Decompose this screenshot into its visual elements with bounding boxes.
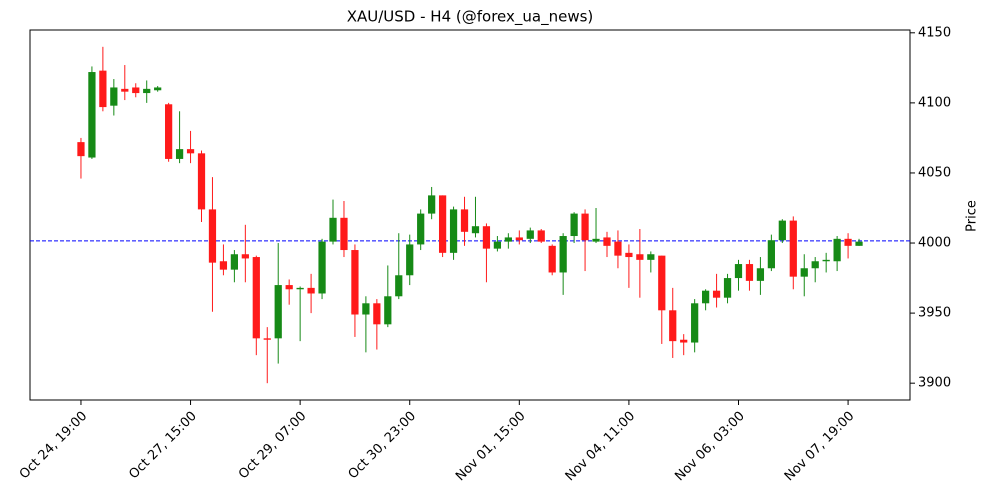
- candle-body: [647, 254, 655, 260]
- candle-body: [756, 268, 765, 281]
- candle-body: [241, 254, 249, 259]
- candle-body: [77, 142, 85, 157]
- candle-body: [362, 303, 370, 315]
- candle-body: [570, 213, 578, 237]
- candle-body: [833, 238, 841, 262]
- candle-body: [811, 261, 819, 269]
- candle-body: [318, 241, 326, 294]
- candle-body: [800, 268, 808, 277]
- candle-body: [154, 87, 162, 91]
- candle-body: [603, 237, 611, 246]
- candle-body: [175, 149, 184, 159]
- candle-body: [548, 245, 556, 273]
- candle-body: [99, 70, 107, 108]
- candle-body: [723, 278, 732, 298]
- candle-body: [493, 241, 502, 249]
- candle-body: [438, 195, 447, 253]
- y-tick-label: 4100: [918, 95, 951, 110]
- candle-body: [691, 303, 699, 343]
- y-tick-label: 4050: [918, 165, 951, 180]
- candle-body: [712, 290, 721, 298]
- candle-body: [329, 217, 337, 242]
- candle-body: [515, 237, 523, 241]
- candle-body: [340, 217, 348, 251]
- x-tick-label: Oct 27, 15:00: [126, 409, 199, 482]
- candle-body: [121, 88, 129, 92]
- candle-body: [143, 88, 151, 94]
- candle-body: [395, 275, 403, 297]
- candle-body: [482, 226, 491, 249]
- y-tick-label: 4000: [918, 236, 951, 251]
- candle-body: [428, 195, 436, 214]
- candle-body: [592, 238, 600, 242]
- candle-body: [789, 220, 797, 277]
- candle-body: [658, 255, 666, 311]
- candle-body: [263, 338, 271, 340]
- y-tick-label: 4150: [918, 25, 951, 40]
- candle-body: [230, 254, 238, 270]
- candle-body: [406, 244, 414, 276]
- candle-body: [767, 240, 775, 269]
- candle-body: [88, 72, 96, 158]
- candle-body: [384, 296, 392, 325]
- candle-body: [186, 149, 195, 154]
- candle-body: [702, 290, 710, 304]
- candle-body: [373, 303, 381, 325]
- candle-body: [745, 264, 754, 281]
- candle-body: [132, 87, 140, 94]
- candle-body: [471, 226, 480, 234]
- y-tick-label: 3900: [918, 376, 951, 391]
- candle-body: [636, 254, 644, 260]
- candle-body: [778, 220, 786, 241]
- candle-body: [460, 209, 469, 232]
- candle-body: [559, 236, 567, 273]
- candle-body: [614, 241, 622, 256]
- y-axis-label: Price: [965, 200, 980, 232]
- candle-body: [351, 250, 359, 315]
- candle-body: [734, 264, 743, 279]
- x-tick-label: Oct 29, 07:00: [236, 409, 309, 482]
- x-tick-label: Oct 30, 23:00: [346, 409, 419, 482]
- candle-body: [526, 230, 534, 239]
- candle-body: [537, 230, 545, 242]
- candle-body: [208, 209, 217, 263]
- y-tick-label: 3950: [918, 306, 951, 321]
- x-tick-label: Oct 24, 19:00: [17, 409, 90, 482]
- candle-body: [822, 259, 830, 262]
- candle-body: [165, 104, 173, 159]
- candle-body: [110, 87, 118, 106]
- candle-body: [625, 252, 633, 258]
- candle-body: [285, 285, 293, 290]
- candle-body: [307, 287, 315, 294]
- candle-body: [219, 261, 228, 270]
- x-tick-label: Nov 06, 03:00: [672, 409, 748, 485]
- chart-title: XAU/USD - H4 (@forex_ua_news): [347, 8, 594, 27]
- x-tick-label: Nov 04, 11:00: [563, 409, 639, 485]
- candle-body: [581, 213, 589, 241]
- candle-body: [669, 310, 677, 342]
- candle-body: [449, 209, 458, 253]
- candle-body: [274, 285, 282, 339]
- plot-frame: [29, 29, 911, 401]
- candle-body: [296, 287, 304, 290]
- candle-body: [252, 257, 260, 339]
- candle-body: [855, 241, 863, 246]
- candle-body: [417, 213, 425, 245]
- candle-body: [844, 238, 852, 246]
- x-tick-label: Nov 07, 19:00: [782, 409, 858, 485]
- x-tick-label: Nov 01, 15:00: [453, 409, 529, 485]
- candle-body: [680, 339, 688, 343]
- candle-body: [504, 237, 512, 242]
- candle-body: [197, 153, 206, 210]
